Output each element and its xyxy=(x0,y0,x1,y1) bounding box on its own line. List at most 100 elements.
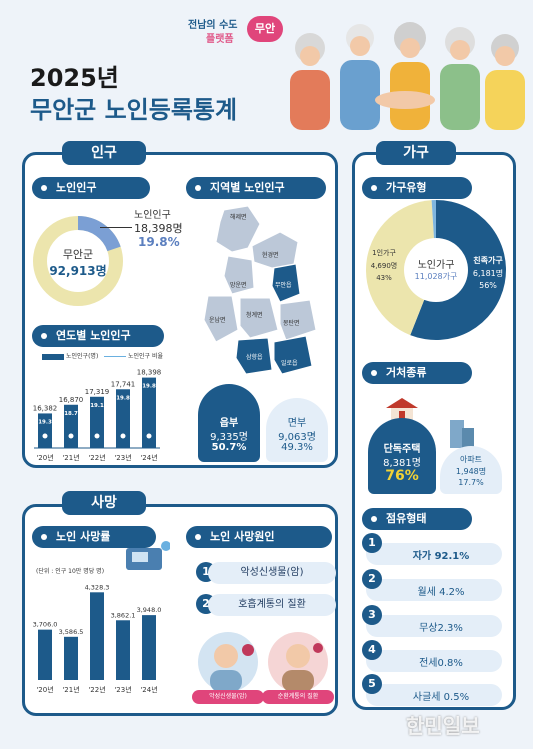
elderly-label: 노인인구 xyxy=(134,210,171,221)
tenure-type-header: 점유형태 xyxy=(362,508,472,530)
residence-type-header: 거처종류 xyxy=(362,362,472,384)
cause-badge-1: 악성신생물(암) xyxy=(192,690,264,704)
household-donut-hole xyxy=(404,238,468,302)
map-region-cheonggye xyxy=(239,297,279,339)
death-tick-1: '21년 xyxy=(62,685,79,694)
myeon-ratio: 49.3% xyxy=(281,442,313,453)
tab-population: 인구 xyxy=(62,141,146,165)
logo-line2: 플랫폼 xyxy=(206,34,234,45)
myeon-box xyxy=(266,398,328,462)
death-bar-value-2: 4,328.3 xyxy=(85,583,110,591)
house-label: 단독주택 xyxy=(383,444,421,455)
single-label: 1인가구 xyxy=(372,249,396,257)
map-label-mongtan: 몽탄면 xyxy=(283,320,300,327)
eup-label: 읍부 xyxy=(219,418,239,429)
death-bar-1 xyxy=(64,636,78,680)
myeon-label: 면부 xyxy=(287,418,307,429)
single-count: 4,690명 xyxy=(370,262,398,270)
death-rate-header: 노인 사망률 xyxy=(32,526,156,548)
pop-bar-value-2: 17,319 xyxy=(85,388,110,396)
death-bar-value-3: 3,862.1 xyxy=(111,611,136,619)
pop-person-icon-4 xyxy=(146,433,152,439)
pop-tick-3: '23년 xyxy=(114,453,131,462)
map-region-samhyang xyxy=(235,337,273,375)
yearly-population-header: 연도별 노인인구 xyxy=(32,325,164,347)
map-label-samhyang: 삼향읍 xyxy=(246,354,263,361)
logo-line1: 전남의 수도 xyxy=(188,20,238,31)
pop-bar-2 xyxy=(90,396,104,448)
house-box xyxy=(368,418,436,494)
map-label-mangun: 망운면 xyxy=(230,282,247,289)
house-ratio: 76% xyxy=(385,468,419,484)
tenure-num-3: 3 xyxy=(362,605,382,625)
kin-label: 친족가구 xyxy=(473,256,503,265)
household-type-header: 가구유형 xyxy=(362,177,472,199)
map-region-west xyxy=(215,205,261,253)
cause-item-2: 2 호흡계통의 질환 xyxy=(196,594,336,618)
death-bar-2 xyxy=(90,592,104,680)
tenure-num-5: 5 xyxy=(362,674,382,694)
pop-tick-1: '21년 xyxy=(62,453,79,462)
death-bar-4 xyxy=(142,615,156,680)
death-rate-chart: 3,706.0 '20년 3,586.5 '21년 4,328.3 '22년 3,862.1… xyxy=(33,583,162,694)
pop-bar-value-0: 16,382 xyxy=(33,404,58,412)
header-year: 2025년 xyxy=(30,64,119,92)
house-icon xyxy=(386,398,418,420)
elderly-group-illustration xyxy=(290,22,525,130)
tenure-label-5: 사글세 0.5% xyxy=(412,692,470,703)
blood-pressure-icon xyxy=(126,541,170,570)
pop-tick-0: '20년 xyxy=(36,453,53,462)
map-label-cheonggye: 청계면 xyxy=(246,312,263,319)
pop-person-icon-1 xyxy=(68,433,74,439)
page-title: 무안군 노인등록통계 xyxy=(30,96,238,124)
pop-bar-value-1: 16,870 xyxy=(59,396,84,404)
pop-tick-4: '24년 xyxy=(140,453,157,462)
death-cause-header: 노인 사망원인 xyxy=(186,526,332,548)
cancer-patient-illustration xyxy=(198,632,258,692)
death-bar-0 xyxy=(38,629,52,680)
death-tick-0: '20년 xyxy=(36,685,53,694)
map-label-muaneup: 무안읍 xyxy=(275,282,292,289)
elderly-donut xyxy=(33,216,123,306)
pop-bar-value-4: 18,398 xyxy=(137,369,162,377)
logo-badge: 무안 xyxy=(247,16,283,42)
apartment-count: 1,948명 xyxy=(455,467,487,476)
cause-label-2: 호흡계통의 질환 xyxy=(208,594,336,616)
tenure-item-4: 4 전세0.8% xyxy=(362,640,502,672)
tenure-item-1: 1 자가 92.1% xyxy=(362,533,502,565)
tenure-label-4: 전세0.8% xyxy=(419,658,463,669)
tenure-item-3: 3 무상2.3% xyxy=(362,605,502,637)
yearly-population-chart: 16,382 19.3 '20년 16,870 18.7 '21년 17,319 19.1 '2… xyxy=(33,369,162,462)
eup-count: 9,335명 xyxy=(210,432,248,443)
tenure-num-1: 1 xyxy=(362,533,382,553)
death-bar-value-4: 3,948.0 xyxy=(137,606,162,614)
region-population-header: 지역별 노인인구 xyxy=(186,177,326,199)
tenure-num-2: 2 xyxy=(362,569,382,589)
pop-bar-1 xyxy=(64,404,78,448)
pop-ratio-label-1: 18.7 xyxy=(64,411,78,417)
apartment-icon xyxy=(450,420,474,448)
map-region-muaneup xyxy=(271,263,301,303)
cause-badge-2: 순환계통의 질환 xyxy=(262,690,334,704)
tenure-item-5: 5 사글세 0.5% xyxy=(362,674,502,706)
death-tick-3: '23년 xyxy=(114,685,131,694)
map-label-hyeongyeong: 현경면 xyxy=(262,252,279,259)
death-bar-3 xyxy=(116,620,130,680)
map-region-mangun xyxy=(223,255,255,295)
circulatory-patient-illustration xyxy=(268,632,328,692)
county-total: 92,913명 xyxy=(49,264,107,278)
elderly-donut-arc xyxy=(33,216,123,306)
legend-count-swatch xyxy=(42,354,64,360)
apartment-ratio: 17.7% xyxy=(458,478,484,487)
map-label-illo: 일로읍 xyxy=(281,360,298,367)
household-slice-1 xyxy=(366,200,436,336)
house-count: 8,381명 xyxy=(383,458,421,469)
legend-ratio-label: 노인인구 비율 xyxy=(128,353,164,360)
pop-bar-4 xyxy=(142,377,156,448)
pop-bar-0 xyxy=(38,413,52,448)
tab-household: 가구 xyxy=(376,141,456,165)
elderly-population-header: 노인인구 xyxy=(32,177,150,199)
map-label-haeje: 해제면 xyxy=(230,214,247,221)
death-unit-note: (단위 : 인구 10만 명당 명) xyxy=(36,568,105,575)
apartment-label: 아파트 xyxy=(459,455,483,464)
